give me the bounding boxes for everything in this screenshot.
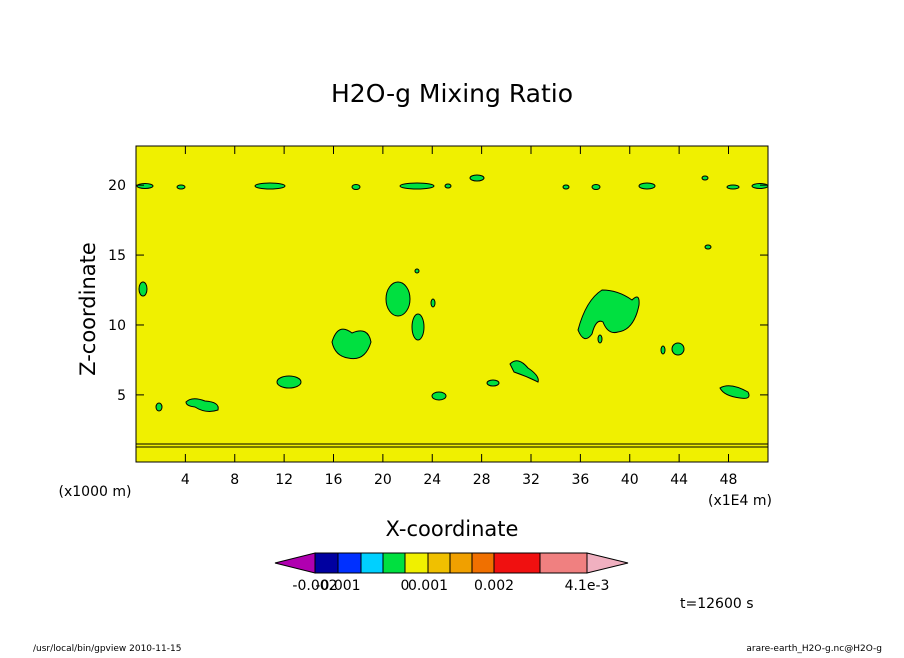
x-tick-label: 44 [670, 472, 688, 488]
colorbar-arrow [586, 552, 629, 574]
x-tick-label: 32 [522, 472, 540, 488]
colorbar-box [471, 552, 495, 574]
colorbar-label: 4.1e-3 [565, 578, 610, 594]
colorbar-box [539, 552, 588, 574]
y-unit: (x1000 m) [59, 484, 132, 500]
x-tick-label: 40 [621, 472, 639, 488]
colorbar-arrow [274, 552, 316, 574]
colorbar-box [493, 552, 541, 574]
colorbar-box [360, 552, 384, 574]
y-tick-label: 15 [108, 248, 126, 264]
colorbar-label: -0.002 [292, 578, 337, 594]
colorbar-box [404, 552, 429, 574]
plot-frame [135, 145, 769, 463]
time-label: t=12600 s [680, 596, 754, 612]
contour-regions [136, 174, 769, 412]
x-axis-label: X-coordinate [386, 517, 519, 541]
chart-title: H2O-g Mixing Ratio [331, 79, 573, 108]
y-tick-label: 5 [117, 388, 126, 404]
x-tick-label: 28 [473, 472, 491, 488]
colorbar-box [314, 552, 339, 574]
x-tick-label: 24 [423, 472, 441, 488]
colorbar-label: 0 [401, 578, 410, 594]
colorbar-box [382, 552, 406, 574]
colorbar-label: 0.002 [474, 578, 514, 594]
x-tick-label: 4 [181, 472, 190, 488]
field [136, 146, 768, 462]
x-tick-label: 12 [275, 472, 293, 488]
y-tick-label: 20 [108, 178, 126, 194]
x-tick-label: 36 [571, 472, 589, 488]
footer-left: /usr/local/bin/gpview 2010-11-15 [33, 644, 181, 654]
colorbar-box [449, 552, 473, 574]
y-tick-label: 10 [108, 318, 126, 334]
x-tick-label: 20 [374, 472, 392, 488]
x-tick-label: 16 [325, 472, 343, 488]
x-tick-label: 8 [230, 472, 239, 488]
footer-right: arare-earth_H2O-g.nc@H2O-g [746, 644, 882, 654]
x-tick-label: 48 [720, 472, 738, 488]
x-unit: (x1E4 m) [708, 493, 772, 509]
colorbar-label: -0.001 [315, 578, 360, 594]
colorbar-label: 0.001 [408, 578, 448, 594]
y-axis-label: Z-coordinate [76, 242, 100, 376]
colorbar-box [427, 552, 451, 574]
colorbar-box [337, 552, 362, 574]
